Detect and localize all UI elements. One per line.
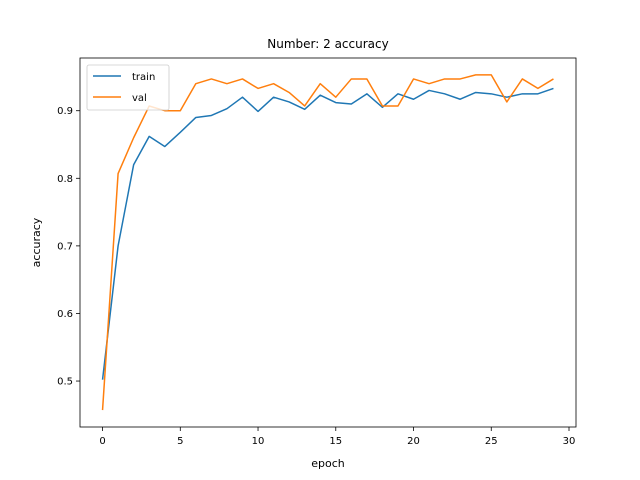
x-tick-label: 10 [252,436,265,447]
x-tick-label: 5 [177,436,183,447]
y-tick-label: 0.6 [57,309,73,320]
y-tick-label: 0.7 [57,241,73,252]
legend-label-train: train [132,72,155,83]
plot-frame [79,57,577,428]
series-line-val [101,74,554,411]
y-tick-label: 0.8 [57,174,73,185]
legend-frame [86,64,170,111]
x-axis-label: epoch [311,457,345,470]
x-axis: 0 5 10 15 20 25 30 [99,427,575,447]
x-tick-label: 30 [563,436,576,447]
x-tick-label: 25 [485,436,498,447]
y-axis-label: accuracy [30,217,43,267]
x-tick-label: 0 [99,436,105,447]
legend-label-val: val [132,93,147,104]
chart-title: Number: 2 accuracy [267,37,388,51]
series-line-train [101,87,554,380]
y-tick-label: 0.5 [57,377,73,388]
series-layer [101,74,554,411]
y-tick-label: 0.9 [57,106,73,117]
x-tick-label: 20 [407,436,420,447]
plot-area [80,58,576,427]
x-tick-label: 15 [329,436,342,447]
legend: train val [86,64,170,111]
y-axis: 0.5 0.6 0.7 0.8 0.9 [57,106,80,388]
